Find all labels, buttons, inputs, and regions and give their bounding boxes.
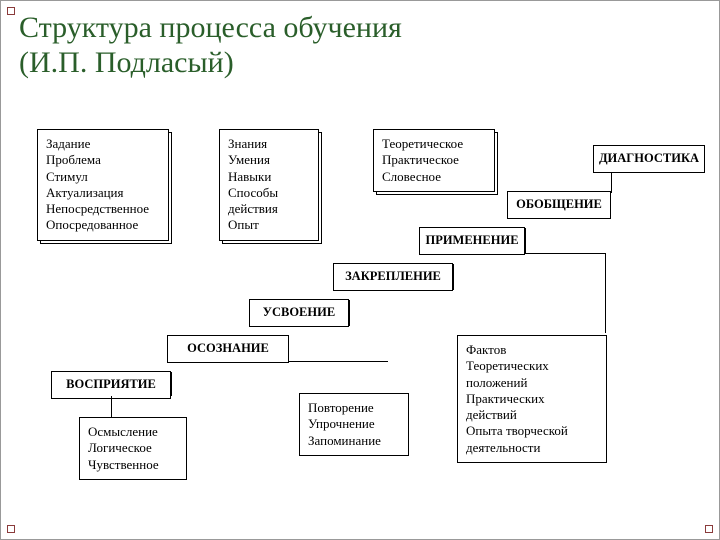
box-comprehension: Осмысление Логическое Чувственное (79, 417, 187, 480)
connector (453, 264, 454, 290)
connector (605, 253, 606, 333)
connector (349, 300, 350, 326)
step-application: ПРИМЕНЕНИЕ (419, 227, 525, 255)
corner-marker (7, 525, 15, 533)
step-perception: ВОСПРИЯТИЕ (51, 371, 171, 399)
box-facts: Фактов Теоретических положений Практичес… (457, 335, 607, 463)
box-knowledge: Знания Умения Навыки Способы действия Оп… (219, 129, 319, 241)
box-repetition: Повторение Упрочнение Запоминание (299, 393, 409, 456)
connector (171, 372, 172, 396)
corner-marker (7, 7, 15, 15)
connector (611, 172, 612, 193)
connector (525, 253, 605, 254)
title-line1: Структура процесса обучения (19, 11, 402, 44)
step-diagnostics: ДИАГНОСТИКА (593, 145, 705, 173)
step-assimilation: УСВОЕНИЕ (249, 299, 349, 327)
connector (288, 361, 388, 362)
box-stimuli: Задание Проблема Стимул Актуализация Неп… (37, 129, 169, 241)
connector (525, 228, 526, 254)
step-fixation: ЗАКРЕПЛЕНИЕ (333, 263, 453, 291)
step-generalization: ОБОБЩЕНИЕ (507, 191, 611, 219)
box-theoretical: Теоретическое Практическое Словесное (373, 129, 495, 192)
corner-marker (705, 525, 713, 533)
title-line2: (И.П. Подласый) (19, 46, 234, 79)
step-awareness: ОСОЗНАНИЕ (167, 335, 289, 363)
connector (288, 336, 289, 362)
page-title: Структура процесса обучения (И.П. Подлас… (1, 1, 719, 82)
connector (111, 396, 112, 418)
